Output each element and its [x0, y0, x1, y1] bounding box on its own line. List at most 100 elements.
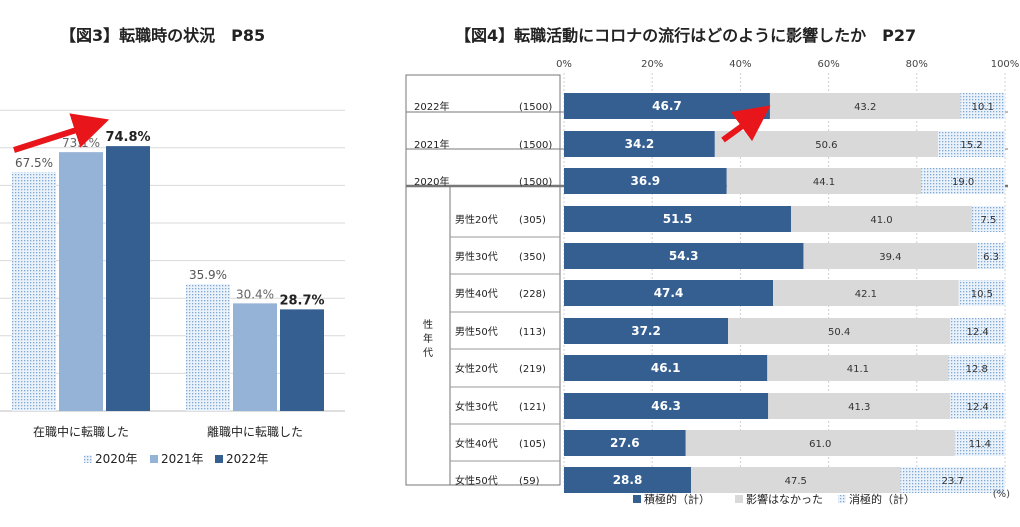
- fig3-value-label: 67.5%: [15, 156, 53, 170]
- fig3-chart: 67.5% 73.1% 74.8% 在職中に転職した 35.9% 30.4% 28.7% 離職…: [0, 109, 345, 466]
- fig4-row-n: (350): [519, 252, 546, 263]
- fig3-category-label: 在職中に転職した: [33, 424, 129, 439]
- fig4-row-label: 男性40代: [455, 287, 498, 300]
- fig4-row-label: 女性40代: [455, 437, 498, 450]
- fig3-bar: [186, 283, 230, 411]
- fig4-bar-segment: [564, 243, 804, 269]
- fig4-bar-segment: [937, 131, 1005, 157]
- fig3-bar: [280, 309, 324, 411]
- fig4-row-n: (228): [519, 289, 546, 300]
- fig4-row-label: 女性30代: [455, 400, 498, 413]
- fig4-value-label: 61.0: [809, 439, 831, 450]
- fig3-value-label: 74.8%: [105, 130, 150, 145]
- fig4-bar-segment: [958, 280, 1005, 306]
- fig4-bar-segment: [971, 206, 1005, 232]
- fig4-bar-segment: [691, 467, 901, 493]
- fig4-value-label: 11.4: [969, 439, 991, 450]
- fig4-row-n: (1500): [519, 140, 552, 151]
- fig4-bar-segment: [954, 430, 1005, 456]
- fig4-bar-segment: [769, 93, 961, 119]
- fig3-bar: [106, 146, 150, 411]
- fig4-bar-segment: [768, 393, 951, 419]
- fig4-bar-segment: [773, 280, 959, 306]
- fig4-axis-tick-label: 40%: [729, 59, 751, 70]
- fig4-table-frame: [405, 74, 561, 486]
- fig4-value-label: 12.4: [967, 402, 989, 413]
- fig3-legend-swatch: [215, 455, 223, 463]
- fig4-bar-segment: [950, 393, 1005, 419]
- fig4-row-label: 2020年: [414, 175, 449, 188]
- fig4-row-n: (305): [519, 215, 546, 226]
- fig4-group-label: 年: [423, 332, 433, 345]
- fig4-value-label: 12.4: [967, 327, 989, 338]
- fig4-value-label: 34.2: [625, 137, 655, 151]
- fig4-value-label: 27.6: [610, 436, 640, 450]
- fig4-axis-tick-label: 20%: [641, 59, 663, 70]
- fig4-chart: 0% 20% 40% 60% 80% 100% 性年代 2022年 (1500) 46.7 43.2…: [405, 59, 1020, 506]
- fig4-value-label: 23.7: [942, 476, 964, 487]
- fig4-bar-segment: [564, 168, 727, 194]
- fig4-value-label: 19.0: [952, 177, 974, 188]
- fig4-value-label: 41.0: [870, 215, 892, 226]
- fig4-bar-segment: [564, 206, 792, 232]
- fig4-value-label: 50.6: [815, 140, 837, 151]
- fig4-value-label: 46.7: [652, 99, 682, 113]
- fig4-row-label: 2022年: [414, 100, 449, 113]
- fig4-row-label: 2021年: [414, 138, 449, 151]
- fig4-arrow-icon: [721, 105, 771, 143]
- fig4-bar-segment: [791, 206, 972, 232]
- fig4-value-label: 50.4: [828, 327, 850, 338]
- fig4-bar-segment: [977, 243, 1005, 269]
- fig4-bar-segment: [960, 93, 1005, 119]
- fig4-row-n: (1500): [519, 102, 552, 113]
- fig4-bar-segment: [564, 318, 729, 344]
- fig3-bar: [59, 152, 103, 411]
- fig4-row-label: 男性50代: [455, 325, 498, 338]
- fig4-value-label: 46.3: [651, 399, 681, 413]
- fig3-value-label: 30.4%: [236, 287, 274, 301]
- fig4-row-n: (1500): [519, 177, 552, 188]
- fig4-legend-label: 影響はなかった: [746, 492, 823, 506]
- fig4-bar-segment: [564, 280, 774, 306]
- fig4-value-label: 42.1: [855, 289, 877, 300]
- fig4-bar-segment: [803, 243, 978, 269]
- fig4-bar-segment: [564, 430, 686, 456]
- fig3-legend-label: 2020年: [95, 452, 138, 466]
- fig4-legend-swatch: [838, 495, 846, 503]
- fig4-bar-segment: [921, 168, 1005, 194]
- fig4-value-label: 51.5: [663, 212, 693, 226]
- fig4-value-label: 12.8: [966, 364, 988, 375]
- fig4-legend-label: 消極的（計）: [849, 492, 915, 506]
- fig3-legend-label: 2021年: [161, 452, 204, 466]
- fig4-group-label: 代: [423, 347, 433, 359]
- fig4-row-label: 女性50代: [455, 474, 498, 487]
- fig4-axis-tick-label: 100%: [991, 59, 1020, 70]
- fig4-value-label: 6.3: [983, 252, 999, 263]
- fig4-bar-segment: [726, 168, 922, 194]
- fig4-value-label: 54.3: [669, 249, 699, 263]
- fig4-row-label: 男性20代: [455, 213, 498, 226]
- fig4-bar-segment: [685, 430, 955, 456]
- fig4-value-label: 10.1: [972, 102, 994, 113]
- fig4-bar-segment: [564, 393, 769, 419]
- fig3-value-label: 73.1%: [62, 136, 100, 150]
- fig4-title: 【図4】転職活動にコロナの流行はどのように影響したか P27: [455, 26, 917, 45]
- fig4-bar-segment: [564, 355, 768, 381]
- fig4-row-n: (59): [519, 476, 540, 487]
- fig4-value-label: 7.5: [981, 215, 997, 226]
- fig4-row-label: 男性30代: [455, 250, 498, 263]
- fig3-bar: [233, 303, 277, 411]
- fig4-value-label: 44.1: [813, 177, 835, 188]
- fig3-value-label: 28.7%: [279, 293, 324, 308]
- fig4-row-n: (113): [519, 327, 546, 338]
- fig4-value-label: 41.1: [847, 364, 869, 375]
- fig4-value-label: 15.2: [960, 140, 982, 151]
- fig4-bar-segment: [564, 467, 692, 493]
- fig4-value-label: 36.9: [631, 174, 661, 188]
- fig4-axis-tick-label: 0%: [556, 59, 572, 70]
- fig3-legend-label: 2022年: [226, 452, 269, 466]
- fig3-arrow-icon: [13, 113, 110, 153]
- fig4-value-label: 47.5: [785, 476, 807, 487]
- fig4-legend-label: 積極的（計）: [644, 492, 710, 506]
